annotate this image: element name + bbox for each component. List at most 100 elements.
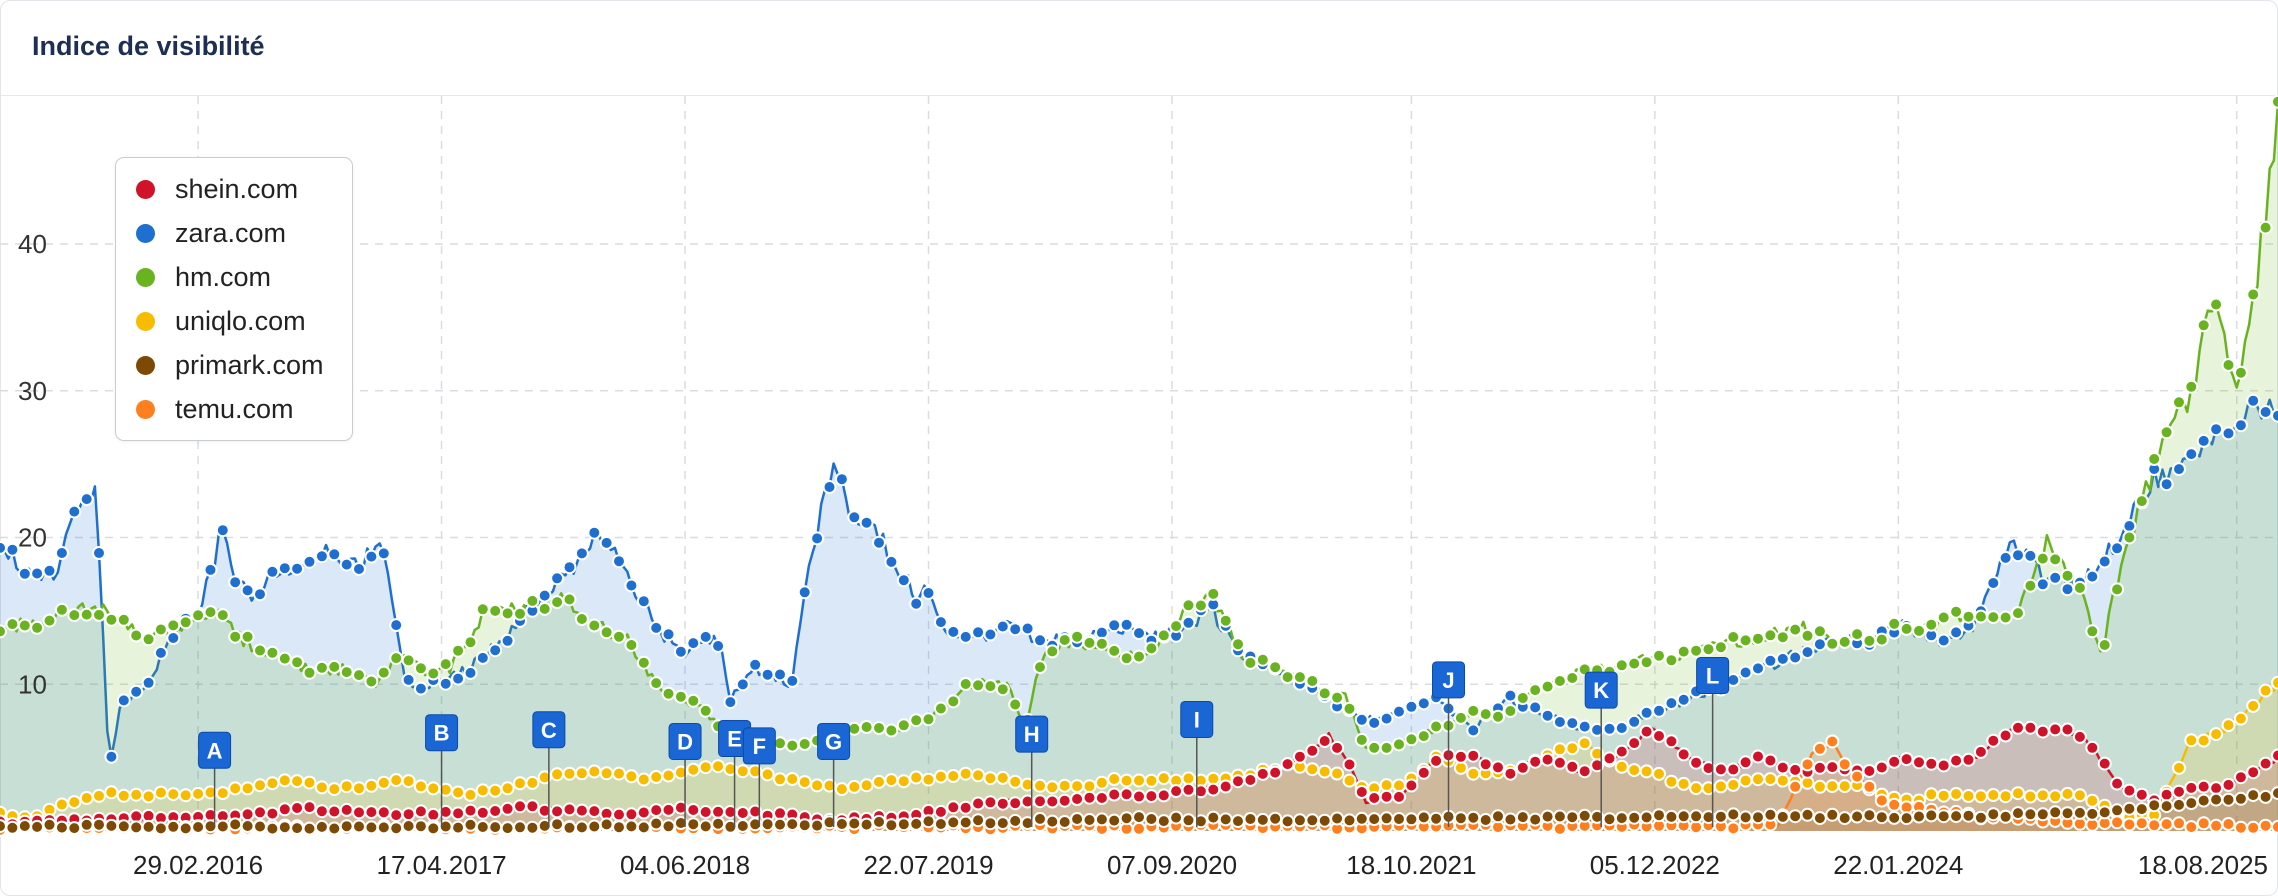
point-zara <box>649 620 664 635</box>
point-primark <box>215 819 230 834</box>
point-uniqlo <box>2023 789 2038 804</box>
point-primark <box>1763 807 1778 822</box>
point-uniqlo <box>859 778 874 793</box>
event-flag-f <box>742 727 776 765</box>
point-shein <box>1132 789 1146 804</box>
point-uniqlo <box>67 795 82 810</box>
point-shein <box>649 803 664 818</box>
point-hm <box>92 607 106 622</box>
point-hm <box>1255 652 1270 667</box>
point-shein <box>1986 733 2001 748</box>
point-primark <box>1094 812 1109 827</box>
point-uniqlo <box>1652 766 1666 781</box>
legend-label-zara: zara.com <box>175 217 287 248</box>
point-primark <box>141 819 156 834</box>
point-shein <box>290 801 305 815</box>
legend-item-temu[interactable]: temu.com <box>136 394 294 424</box>
point-primark <box>451 820 466 835</box>
point-zara <box>314 549 329 564</box>
point-hm <box>1652 648 1666 663</box>
point-uniqlo <box>1664 774 1679 789</box>
point-shein <box>475 805 490 820</box>
point-hm <box>933 701 948 716</box>
point-uniqlo <box>1552 742 1567 757</box>
point-zara <box>2097 554 2112 569</box>
y-tick-label: 40 <box>18 229 47 259</box>
point-primark <box>2110 803 2125 818</box>
point-hm <box>1243 655 1258 670</box>
point-primark <box>265 821 280 836</box>
point-uniqlo <box>2048 789 2063 804</box>
point-primark <box>1008 813 1023 828</box>
point-zara <box>2233 418 2248 433</box>
point-primark <box>1775 809 1790 824</box>
point-hm <box>1961 609 1976 624</box>
point-hm <box>1788 622 1803 637</box>
point-shein <box>1590 758 1605 773</box>
point-hm <box>364 674 379 689</box>
point-shein <box>500 801 515 816</box>
point-shein <box>1478 757 1493 772</box>
point-uniqlo <box>488 783 503 798</box>
legend-item-primark[interactable]: primark.com <box>136 350 324 380</box>
point-hm <box>463 635 478 650</box>
point-hm <box>2172 395 2186 410</box>
point-shein <box>1268 765 1283 780</box>
point-hm <box>2110 582 2125 597</box>
point-primark <box>1280 814 1295 829</box>
point-zara <box>228 575 243 590</box>
point-zara <box>1775 651 1790 666</box>
legend-item-shein[interactable]: shein.com <box>136 174 298 204</box>
point-primark <box>364 820 379 835</box>
point-zara <box>1107 618 1122 633</box>
point-uniqlo <box>1961 789 1976 803</box>
point-shein <box>1466 748 1481 763</box>
legend-dot-uniqlo <box>136 311 155 331</box>
point-primark <box>711 816 726 831</box>
point-temu <box>2134 816 2149 831</box>
point-uniqlo <box>215 786 230 801</box>
point-hm <box>54 602 69 617</box>
point-hm <box>2147 452 2162 466</box>
point-uniqlo <box>785 772 800 786</box>
point-hm <box>562 592 577 607</box>
legend-item-uniqlo[interactable]: uniqlo.com <box>136 306 306 336</box>
point-hm <box>1924 617 1939 632</box>
legend-item-zara[interactable]: zara.com <box>136 218 286 248</box>
point-hm <box>946 694 961 709</box>
point-uniqlo <box>302 775 317 790</box>
point-temu <box>1825 734 1840 749</box>
point-zara <box>1602 721 1617 736</box>
legend-item-hm[interactable]: hm.com <box>136 262 271 292</box>
point-hm <box>1453 710 1468 725</box>
event-flag-h <box>1015 715 1049 753</box>
point-uniqlo <box>1775 773 1790 788</box>
point-primark <box>1491 809 1505 824</box>
point-zara <box>488 643 503 658</box>
point-shein <box>1206 782 1221 797</box>
point-shein <box>574 803 589 818</box>
point-hm <box>1887 616 1902 631</box>
point-hm <box>1231 637 1245 652</box>
point-primark <box>352 819 366 834</box>
point-primark <box>1614 811 1629 826</box>
point-zara <box>2271 408 2278 423</box>
point-shein <box>1280 757 1295 772</box>
point-hm <box>1775 630 1790 645</box>
point-hm <box>1144 641 1159 656</box>
point-primark <box>2060 806 2075 821</box>
legend-dot-hm <box>136 267 155 287</box>
y-tick-label: 10 <box>18 669 47 699</box>
x-tick-label: 29.02.2016 <box>133 850 263 880</box>
point-uniqlo <box>1094 775 1109 790</box>
point-primark <box>1057 815 1072 829</box>
point-primark <box>834 817 849 831</box>
point-hm <box>302 665 317 680</box>
legend-label-temu: temu.com <box>175 393 294 424</box>
point-uniqlo <box>1379 778 1394 793</box>
point-primark <box>2122 801 2137 816</box>
point-uniqlo <box>958 766 973 781</box>
point-hm <box>1107 643 1122 658</box>
point-shein <box>1763 753 1778 768</box>
point-uniqlo <box>797 775 812 790</box>
